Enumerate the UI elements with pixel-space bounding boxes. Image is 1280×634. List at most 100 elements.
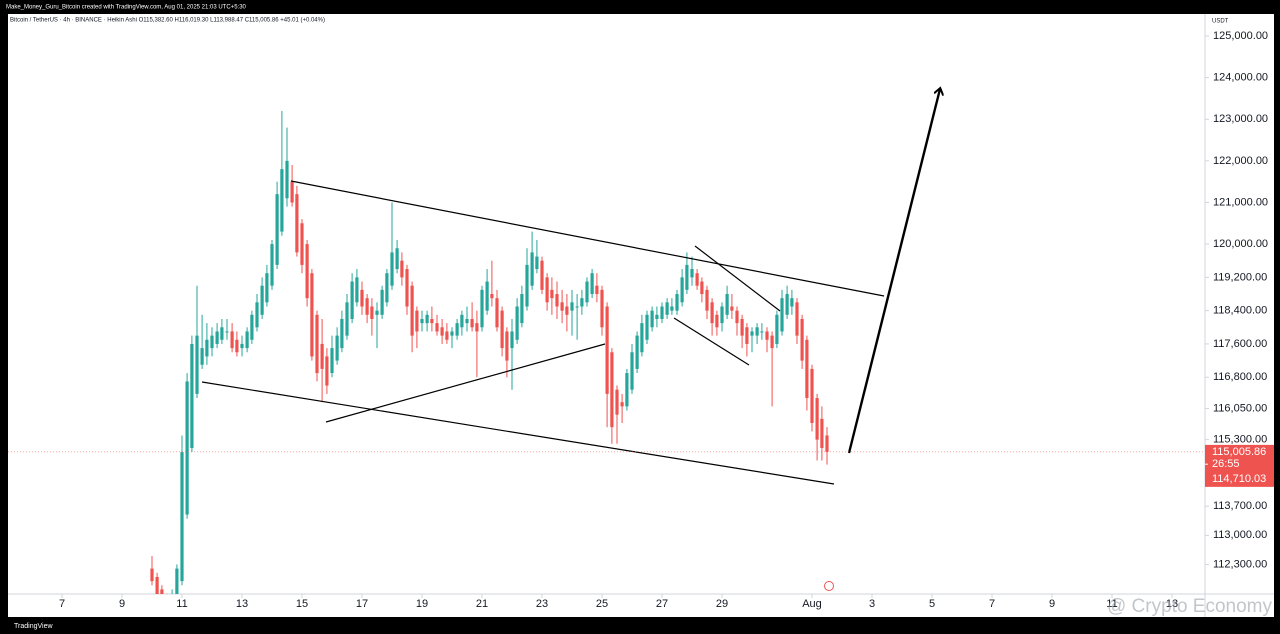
candle-body xyxy=(635,335,639,369)
candle-body xyxy=(545,277,549,303)
candle-body xyxy=(590,273,594,295)
candle-body xyxy=(815,398,819,440)
candle-body xyxy=(760,331,764,333)
candle-body xyxy=(245,331,249,349)
x-tick-label: 13 xyxy=(236,598,248,610)
candle-body xyxy=(335,335,339,361)
candle-body xyxy=(175,568,179,594)
candle-body xyxy=(400,260,404,278)
candle-body xyxy=(715,314,719,328)
y-tick-label: 125,000.00 xyxy=(1213,30,1268,42)
candle-body xyxy=(515,306,519,340)
candle-body xyxy=(235,339,239,353)
candle-body xyxy=(320,343,324,369)
candle-body xyxy=(610,352,614,428)
candle-body xyxy=(420,318,424,324)
header-text: Make_Money_Guru_Bitcoin created with Tra… xyxy=(6,5,247,11)
candles xyxy=(150,110,829,594)
candle-body xyxy=(805,339,809,399)
x-tick-label: 15 xyxy=(296,598,308,610)
x-tick-label: 23 xyxy=(536,598,548,610)
candle-body xyxy=(735,310,739,324)
candle-body xyxy=(785,294,789,315)
candle-body xyxy=(370,306,374,319)
candle-body xyxy=(675,294,679,311)
candle-body xyxy=(820,418,824,448)
candle-body xyxy=(285,160,289,199)
last-price-label: 115,005.86 xyxy=(1212,446,1266,458)
candle-body xyxy=(620,402,624,407)
candle-body xyxy=(265,273,269,303)
candle-body xyxy=(325,356,329,386)
candle-body xyxy=(225,331,229,333)
candle-body xyxy=(185,381,189,515)
candle-body xyxy=(795,302,799,336)
candle-body xyxy=(535,256,539,270)
candle-body xyxy=(605,306,609,394)
y-tick-label: 113,700.00 xyxy=(1213,500,1267,512)
candle-body xyxy=(305,244,309,299)
candle-body xyxy=(375,310,379,315)
y-tick-label: 124,000.00 xyxy=(1213,72,1268,84)
candle-body xyxy=(390,252,394,286)
candle-body xyxy=(410,285,414,336)
candle-body xyxy=(315,314,319,374)
candle-body xyxy=(275,194,279,265)
x-tick-label: 3 xyxy=(869,598,875,610)
candle-body xyxy=(480,289,484,328)
candle-body xyxy=(460,314,464,328)
candle-body xyxy=(500,310,504,349)
x-tick-label: 25 xyxy=(596,598,608,610)
candle-body xyxy=(540,260,544,290)
candle-body xyxy=(630,352,634,390)
candle-body xyxy=(415,310,419,332)
candle-body xyxy=(530,252,534,286)
candle-body xyxy=(255,302,259,328)
y-tick-label: 118,400.00 xyxy=(1213,305,1267,317)
x-tick-label: 13 xyxy=(1166,598,1178,610)
candle-body xyxy=(685,264,689,290)
candle-body xyxy=(710,302,714,324)
x-tick-label: 27 xyxy=(656,598,668,610)
candle-body xyxy=(585,281,589,303)
candle-body xyxy=(600,289,604,328)
candle-body xyxy=(425,314,429,324)
candle-body xyxy=(180,452,184,582)
candle-body xyxy=(470,318,474,328)
candle-body xyxy=(800,318,804,361)
candle-body xyxy=(295,194,299,253)
x-tick-label: 19 xyxy=(416,598,428,610)
candle-body xyxy=(650,310,654,328)
candle-body xyxy=(555,294,559,307)
candle-body xyxy=(745,327,749,344)
projection-arrow xyxy=(847,89,940,454)
candle-body xyxy=(575,306,579,308)
candle-body xyxy=(450,331,454,336)
candle-body xyxy=(640,323,644,353)
x-tick-label: 9 xyxy=(119,598,125,610)
candle-body xyxy=(770,335,774,349)
price-badge xyxy=(1205,444,1274,487)
candle-body xyxy=(250,314,254,340)
candle-body xyxy=(365,298,369,315)
candle-body xyxy=(240,343,244,349)
x-tick-label: Aug xyxy=(802,598,822,610)
drawings xyxy=(201,89,940,485)
candle-body xyxy=(565,306,569,315)
candle-body xyxy=(270,244,274,286)
candle-body xyxy=(705,289,709,311)
candle-body xyxy=(595,285,599,295)
watermark: @ Crypto Economy xyxy=(1107,596,1273,617)
trendline-lower xyxy=(201,381,835,485)
candle-body xyxy=(190,343,194,448)
candle-body xyxy=(660,306,664,319)
x-tick-label: 29 xyxy=(716,598,728,610)
x-tick-label: 11 xyxy=(176,598,187,610)
y-tick-label: 115,300.00 xyxy=(1213,434,1267,446)
x-tick-label: 7 xyxy=(59,598,65,610)
candle-body xyxy=(455,323,459,336)
x-tick-label: 7 xyxy=(989,598,995,610)
price-marker-label: 114,710.03 xyxy=(1212,473,1266,485)
candle-body xyxy=(150,568,154,582)
